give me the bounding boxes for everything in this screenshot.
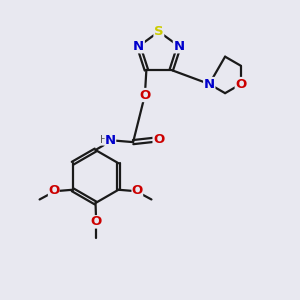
Text: O: O [48, 184, 59, 196]
Text: O: O [153, 133, 164, 146]
Text: O: O [139, 88, 151, 101]
Text: O: O [91, 215, 102, 228]
Text: O: O [132, 184, 143, 196]
Text: H: H [100, 135, 108, 146]
Text: N: N [204, 77, 215, 91]
Text: N: N [173, 40, 184, 53]
Text: N: N [133, 40, 144, 53]
Text: S: S [154, 25, 164, 38]
Text: O: O [235, 77, 247, 91]
Text: N: N [105, 134, 116, 147]
